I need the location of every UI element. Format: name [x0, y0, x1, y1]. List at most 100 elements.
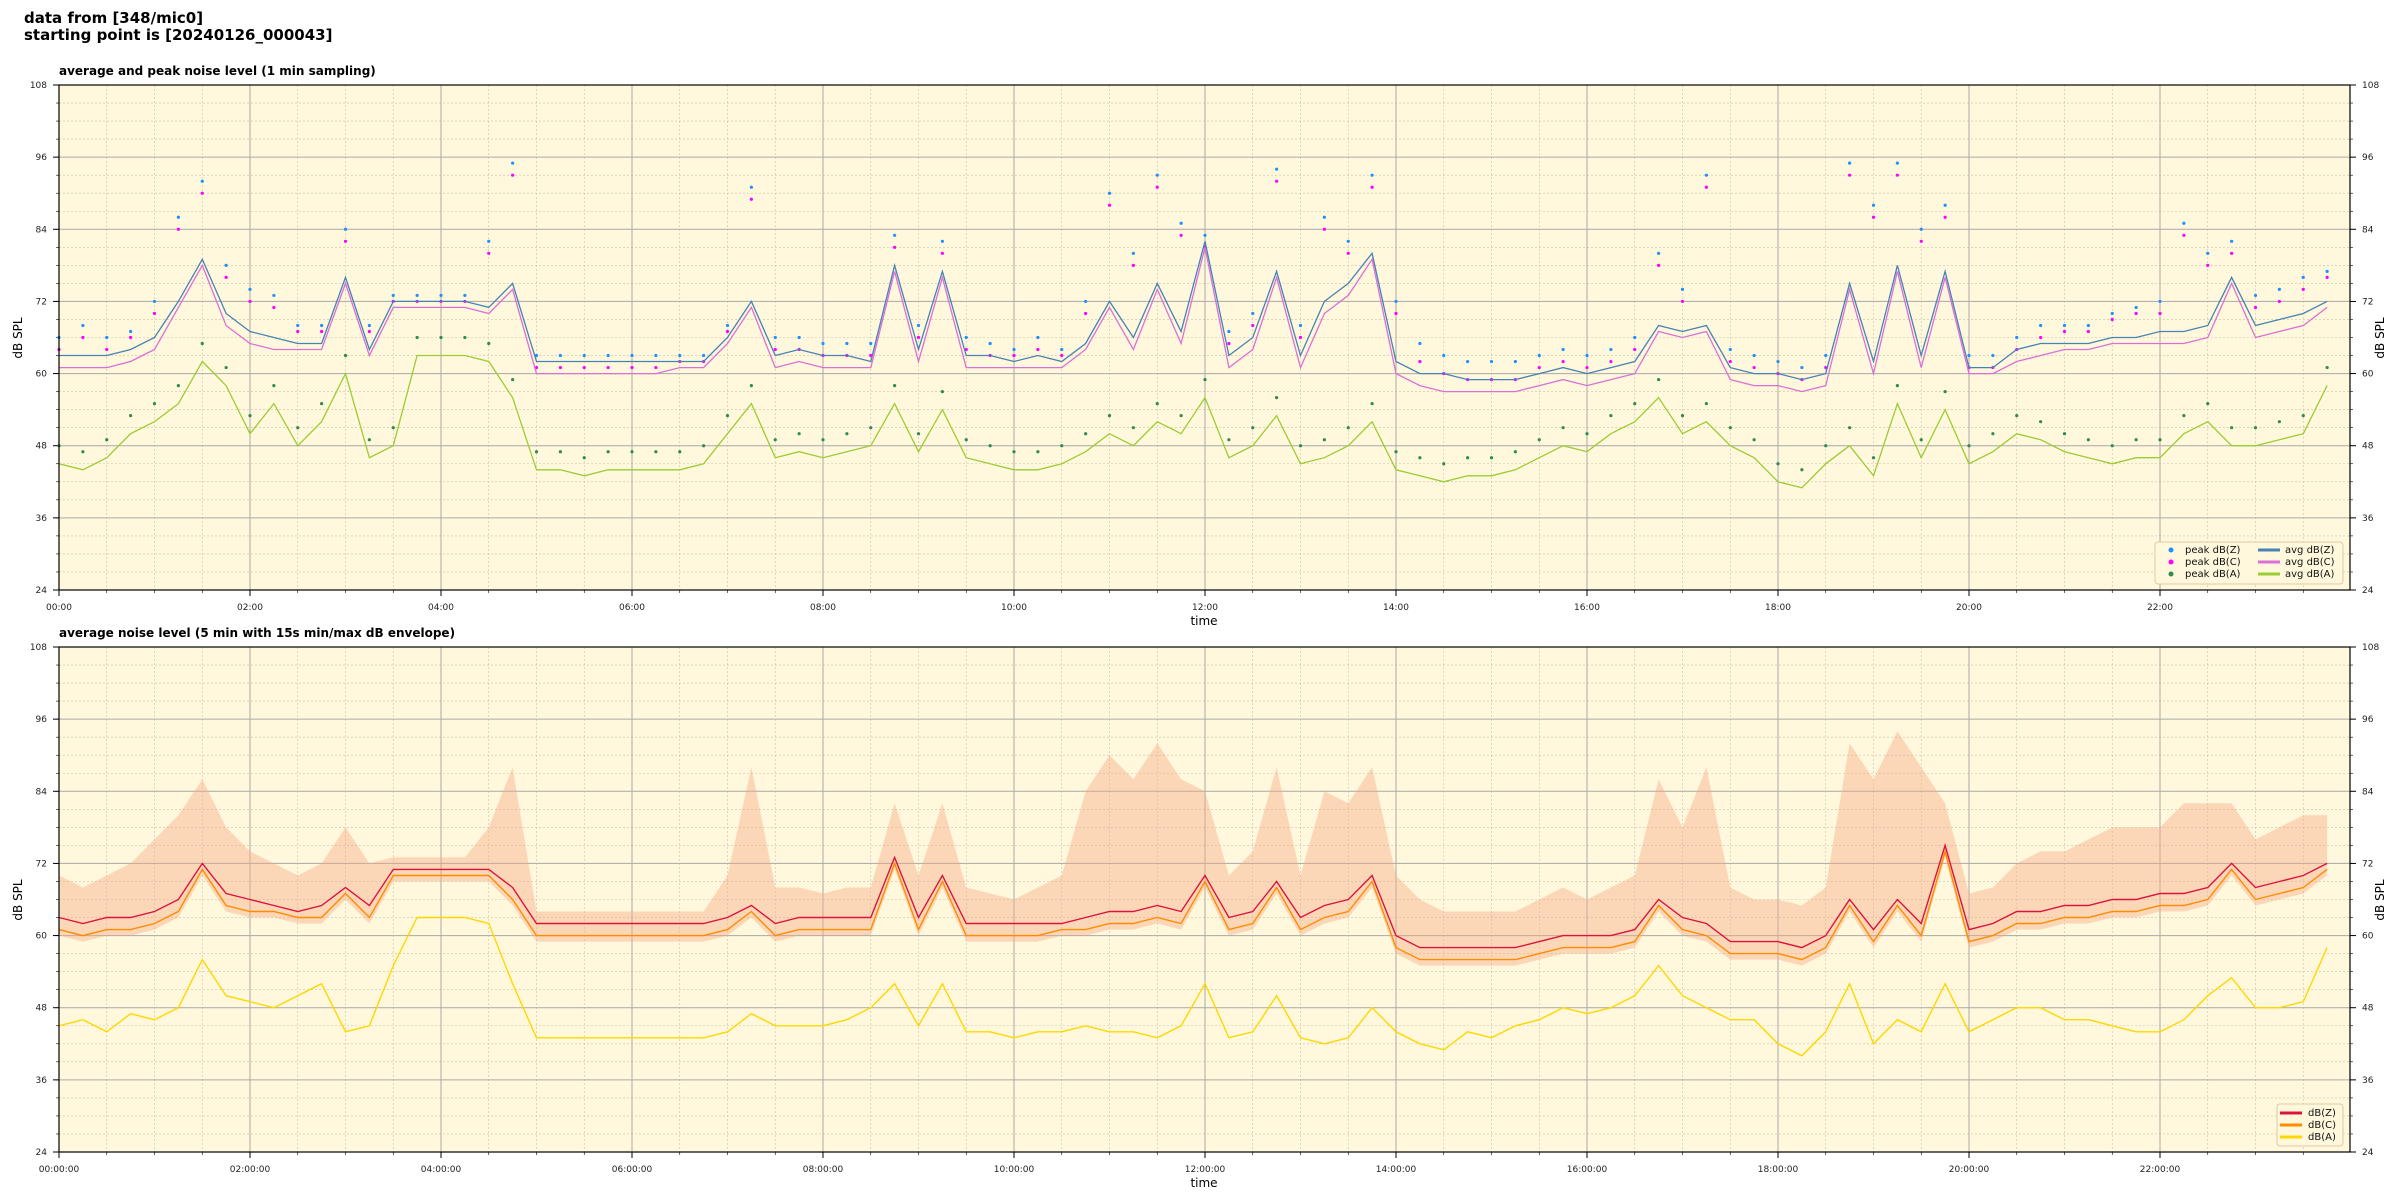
peak-point	[487, 341, 491, 346]
legend-label: peak dB(Z)	[2185, 545, 2241, 556]
y-tick-label-right: 96	[2362, 715, 2374, 725]
peak-point	[1895, 161, 1899, 165]
peak-point	[1704, 402, 1708, 406]
peak-point	[2110, 311, 2114, 316]
legend-marker	[2168, 547, 2174, 553]
peak-point	[272, 293, 276, 298]
x-tick-label: 12:00	[1192, 603, 1218, 613]
peak-point	[2158, 299, 2162, 304]
envelope-area	[59, 731, 2328, 966]
plot-frame	[58, 84, 2351, 591]
legend-label: avg dB(C)	[2285, 557, 2335, 568]
peak-point	[2230, 251, 2234, 255]
peak-point	[702, 353, 706, 358]
peak-point	[1107, 191, 1112, 195]
peak-point	[320, 323, 324, 328]
y-tick-label-right: 48	[2362, 1004, 2374, 1014]
peak-point	[1107, 203, 1112, 207]
peak-point	[1680, 287, 1685, 292]
series-line-avgdbz	[59, 241, 2328, 381]
peak-point	[1036, 450, 1040, 454]
peak-point	[129, 414, 133, 418]
peak-point	[367, 329, 371, 334]
peak-point	[1489, 359, 1494, 364]
y-tick-label-right: 96	[2362, 153, 2374, 163]
peak-point	[1418, 456, 1422, 460]
peak-point	[606, 450, 610, 454]
peak-point	[749, 185, 753, 189]
peak-point	[988, 444, 992, 448]
peak-point	[1633, 402, 1637, 406]
y-tick-label-left: 96	[36, 153, 48, 163]
peak-point	[81, 450, 85, 454]
series-line-dbz	[58, 842, 2328, 949]
peak-point	[1824, 444, 1828, 448]
peak-point	[200, 191, 204, 195]
peak-point	[224, 365, 228, 370]
peak-point	[1251, 323, 1255, 328]
peak-point	[1060, 347, 1064, 352]
peak-point	[582, 456, 586, 460]
legend-label: avg dB(A)	[2285, 569, 2335, 580]
peak-point	[1561, 426, 1565, 430]
peak-point	[2062, 432, 2067, 436]
peak-point	[1179, 233, 1183, 237]
chart-2-ylabel-left: dB SPL	[11, 879, 25, 921]
peak-point	[2182, 414, 2186, 418]
peak-point	[2110, 317, 2114, 322]
y-tick-label-left: 24	[36, 1148, 48, 1158]
peak-point	[1227, 329, 1231, 334]
peak-point	[2134, 311, 2138, 316]
peak-point	[81, 323, 85, 328]
y-tick-label-right: 60	[2362, 370, 2374, 380]
peak-point	[1943, 215, 1947, 219]
peak-point	[2158, 438, 2162, 442]
peak-point	[2277, 287, 2281, 292]
legend-label: peak dB(C)	[2185, 557, 2241, 568]
y-tick-label-left: 24	[36, 586, 48, 596]
peak-point	[1442, 353, 1446, 358]
peak-point	[2110, 444, 2114, 448]
peak-point	[2277, 420, 2281, 424]
peak-point	[1466, 359, 1470, 364]
peak-point	[2277, 299, 2281, 304]
chart-2-ylabel-right: dB SPL	[2373, 879, 2387, 921]
y-tick-label-left: 84	[36, 225, 48, 235]
peak-point	[1752, 365, 1756, 370]
peak-point	[797, 335, 801, 340]
peak-point	[1800, 468, 1804, 472]
page-header: data from [348/mic0] starting point is […	[24, 10, 332, 44]
peak-point	[1752, 353, 1756, 358]
y-tick-label-right: 48	[2362, 442, 2374, 452]
peak-point	[2206, 402, 2210, 406]
peak-point	[1036, 347, 1040, 352]
peak-point	[487, 251, 491, 255]
x-tick-label: 18:00:00	[1758, 1165, 1799, 1175]
peak-point	[511, 377, 515, 382]
peak-point	[773, 347, 777, 352]
x-tick-label: 00:00	[46, 603, 72, 613]
legend-label: dB(Z)	[2308, 1108, 2336, 1119]
peak-point	[773, 335, 777, 340]
x-tick-label: 18:00	[1765, 603, 1791, 613]
peak-point	[1561, 347, 1565, 352]
chart-1-xlabel: time	[1190, 614, 1217, 628]
peak-point	[1585, 365, 1589, 370]
peak-point	[1728, 347, 1732, 352]
peak-point	[1609, 359, 1613, 364]
x-tick-label: 00:00:00	[39, 1165, 80, 1175]
legend-marker	[2168, 559, 2174, 565]
peak-point	[1322, 438, 1326, 442]
series-line-avgdbc	[59, 247, 2328, 393]
peak-point	[869, 341, 873, 346]
header-start: starting point is [20240126_000043]	[24, 26, 333, 44]
peak-point	[2015, 414, 2019, 418]
peak-point	[1394, 450, 1398, 454]
legend: peak dB(Z)peak dB(C)peak dB(A)avg dB(Z)a…	[2154, 541, 2344, 585]
y-tick-label-right: 84	[2362, 787, 2374, 797]
peak-point	[1060, 444, 1064, 448]
y-tick-label-left: 60	[36, 370, 48, 380]
y-tick-label-right: 108	[2362, 643, 2379, 653]
peak-point	[343, 239, 348, 243]
